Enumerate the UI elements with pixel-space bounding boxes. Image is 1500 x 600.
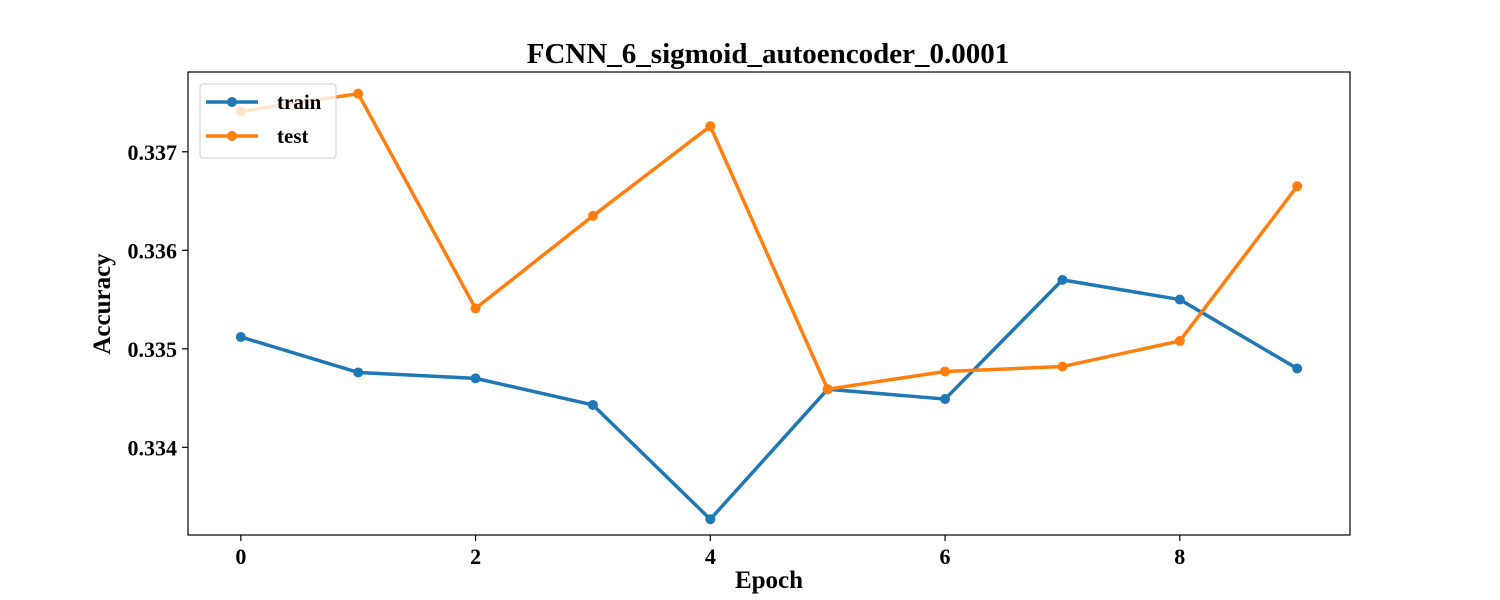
x-tick-label: 4	[705, 544, 716, 569]
y-tick-label: 0.337	[128, 140, 178, 165]
legend-test-label: test	[277, 124, 308, 148]
series-train-point	[470, 373, 481, 384]
series-test-point	[470, 303, 481, 314]
y-tick-label: 0.336	[128, 238, 178, 263]
chart-title: FCNN_6_sigmoid_autoencoder_0.0001	[527, 38, 1010, 70]
legend-train-label: train	[277, 90, 322, 114]
series-train-point	[1174, 294, 1185, 305]
y-tick-label: 0.334	[128, 435, 178, 460]
legend: train test	[199, 83, 337, 159]
series-train-point	[705, 514, 716, 525]
axes-frame	[187, 71, 1351, 536]
y-tick-label: 0.335	[128, 337, 178, 362]
series-train-point	[353, 367, 364, 378]
series-test-point	[940, 366, 951, 377]
series-test-point	[1292, 181, 1303, 192]
legend-item-test: test	[206, 124, 308, 148]
series-train-point	[940, 394, 951, 405]
series-test-point	[353, 88, 364, 99]
y-axis-ticks: 0.334 0.335 0.336 0.337	[128, 140, 188, 460]
y-axis-label: Accuracy	[89, 253, 116, 355]
series-test-point	[822, 384, 833, 395]
series-train-line	[239, 278, 1299, 521]
x-tick-label: 2	[470, 544, 481, 569]
series-test-point	[587, 210, 598, 221]
legend-test-marker	[227, 131, 237, 141]
series-train-point	[235, 331, 246, 342]
series-test-line	[239, 91, 1299, 391]
series-train-point	[587, 399, 598, 410]
legend-train-marker	[227, 97, 237, 107]
series-test-point	[705, 121, 716, 132]
series-train-point	[1057, 274, 1068, 285]
x-tick-label: 6	[940, 544, 951, 569]
series-train-point	[1292, 363, 1303, 374]
series-test-point	[1174, 335, 1185, 346]
x-tick-label: 0	[235, 544, 246, 569]
series-test-point	[1057, 361, 1068, 372]
legend-item-train: train	[206, 90, 322, 114]
x-axis-ticks: 0 2 4 6 8	[235, 535, 1185, 569]
x-tick-label: 8	[1174, 544, 1185, 569]
x-axis-label: Epoch	[735, 567, 803, 594]
plot-area: 0 2 4 6 8 0.334 0.335 0.336 0.337	[128, 71, 1351, 569]
